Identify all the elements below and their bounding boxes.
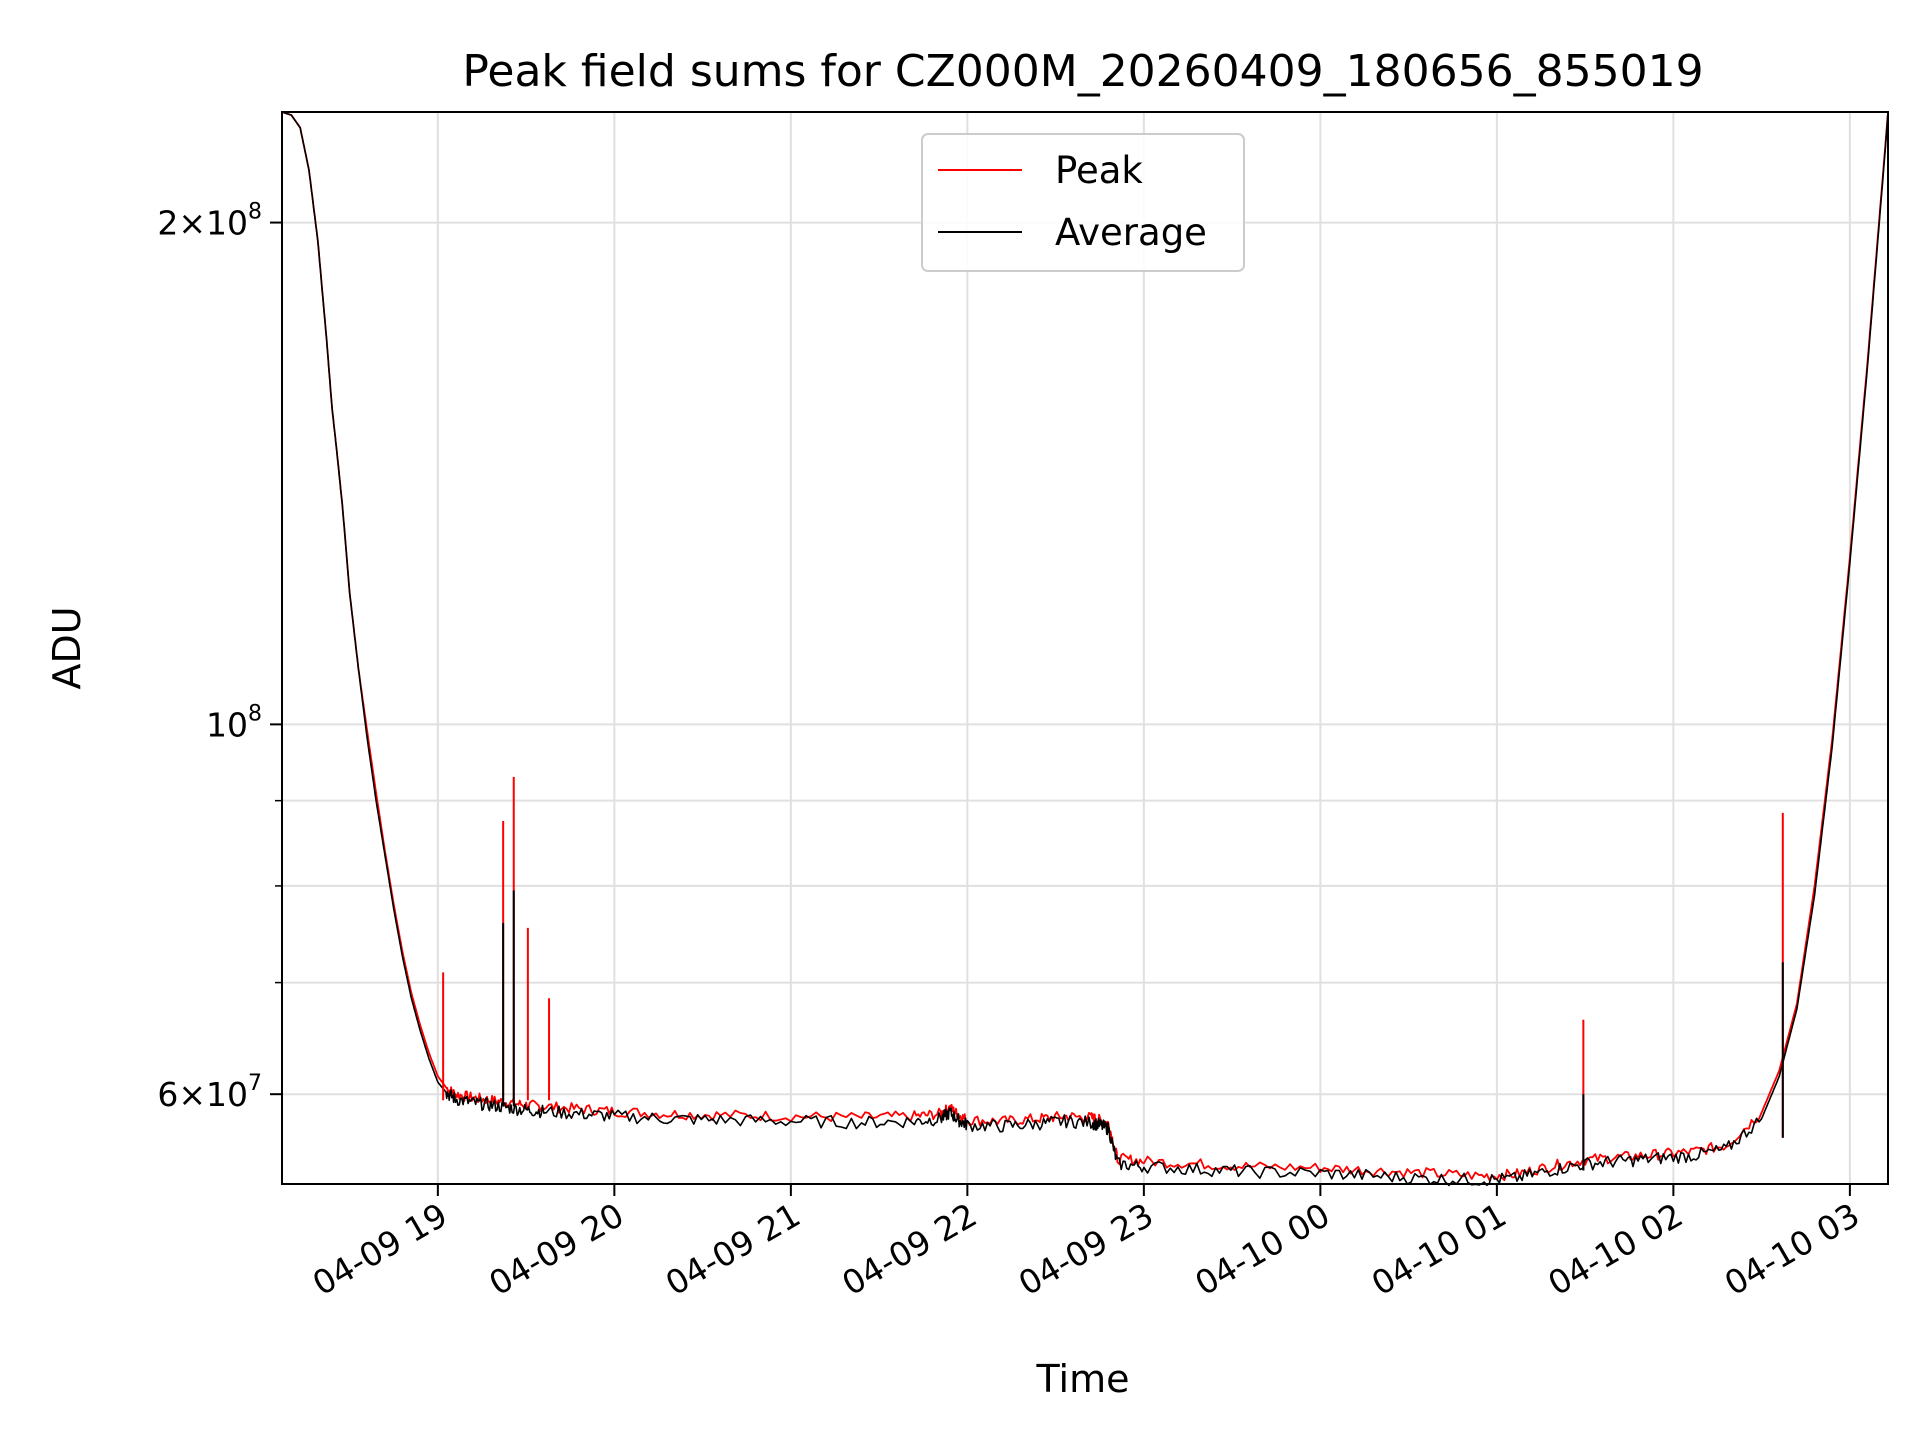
y-tick-base: 2×10 [157,204,248,243]
x-tick-label: 04-09 23 [1012,1195,1160,1303]
y-tick-base: 10 [206,705,248,744]
series-line-average [281,111,1889,1187]
y-tick-base: 6×10 [157,1075,248,1114]
legend-label-average: Average [1055,211,1207,254]
x-tick-label: 04-09 21 [659,1195,807,1303]
chart-title: Peak field sums for CZ000M_20260409_1806… [462,46,1703,97]
x-tick-label: 04-10 01 [1365,1195,1513,1303]
series-line-peak [281,111,1889,1182]
y-tick-label: 108 [206,701,262,744]
grid-lines [282,112,1888,1184]
x-axis-ticks: 04-09 19 04-09 20 04-09 21 04-09 22 04-09 23… [306,1184,1866,1303]
x-tick-label: 04-09 20 [482,1195,630,1303]
y-tick-exponent: 8 [248,701,262,726]
legend-label-peak: Peak [1055,149,1143,192]
x-tick-label: 04-09 22 [835,1195,983,1303]
series-lines [281,111,1889,1187]
x-tick-label: 04-10 03 [1718,1195,1866,1303]
y-tick-exponent: 8 [248,200,262,225]
x-axis-label: Time [1036,1357,1130,1401]
x-tick-label: 04-09 19 [306,1195,454,1303]
y-tick-exponent: 7 [248,1071,262,1096]
y-tick-label: 6×107 [157,1071,262,1114]
y-axis-label: ADU [45,606,89,689]
legend: Peak Average [921,133,1245,272]
x-tick-label: 04-10 02 [1541,1195,1689,1303]
x-tick-label: 04-10 00 [1188,1195,1336,1303]
legend-box [921,133,1245,272]
plot-frame [281,111,1889,1185]
y-tick-label: 2×108 [157,200,262,243]
